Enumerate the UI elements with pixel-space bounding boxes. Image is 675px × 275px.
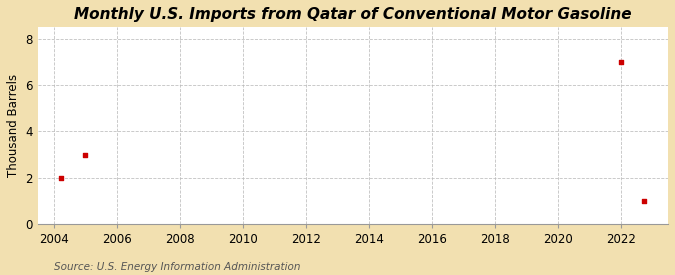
- Text: Source: U.S. Energy Information Administration: Source: U.S. Energy Information Administ…: [54, 262, 300, 272]
- Point: [80, 152, 90, 157]
- Title: Monthly U.S. Imports from Qatar of Conventional Motor Gasoline: Monthly U.S. Imports from Qatar of Conve…: [74, 7, 632, 22]
- Point: [639, 199, 650, 203]
- Y-axis label: Thousand Barrels: Thousand Barrels: [7, 74, 20, 177]
- Point: [56, 175, 67, 180]
- Point: [616, 60, 626, 64]
